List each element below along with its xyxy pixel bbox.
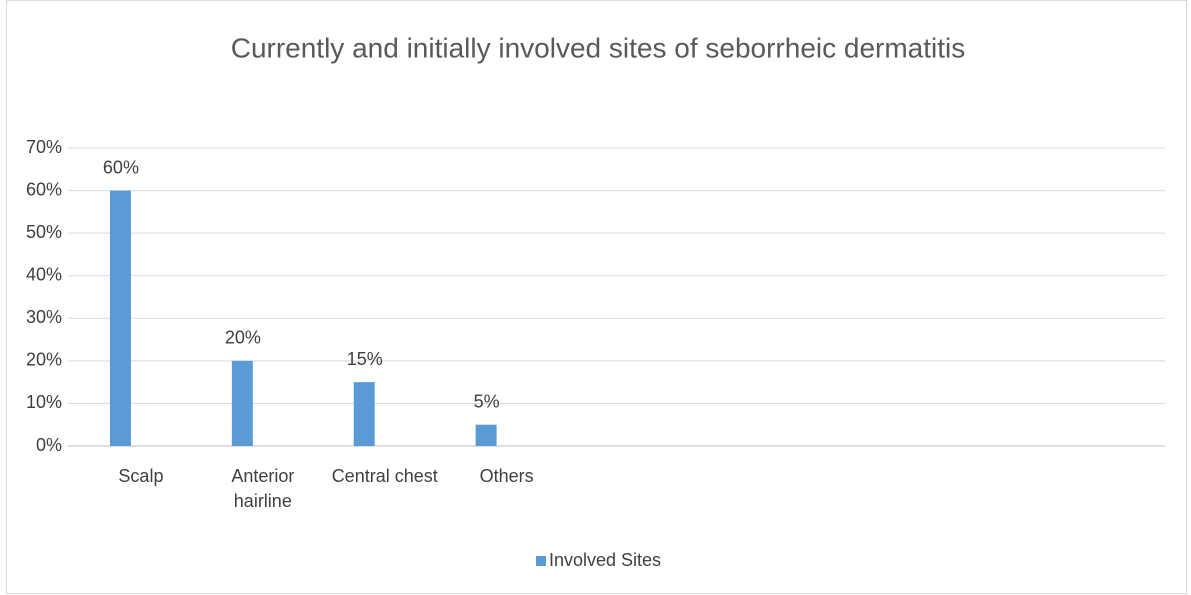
data-label: 15% (347, 349, 383, 369)
y-tick-label: 70% (26, 137, 62, 157)
x-tick-label: Others (479, 466, 534, 486)
y-tick-label: 0% (36, 435, 62, 455)
chart-frame (6, 0, 1187, 594)
bar (353, 382, 375, 446)
legend-swatch (536, 556, 546, 566)
y-tick-label: 50% (26, 222, 62, 242)
bar (109, 190, 131, 446)
y-tick-label: 10% (26, 392, 62, 412)
x-tick-label: Anterior hairline (231, 466, 295, 511)
data-label: 5% (474, 391, 500, 411)
data-label: 20% (225, 328, 261, 348)
chart-title: Currently and initially involved sites o… (231, 32, 966, 63)
y-tick-label: 20% (26, 350, 62, 370)
data-label: 60% (103, 157, 139, 177)
y-tick-label: 30% (26, 307, 62, 327)
y-tick-label: 40% (26, 264, 62, 284)
bar (231, 360, 253, 446)
x-tick-label: Scalp (118, 466, 164, 486)
legend-label: Involved Sites (549, 550, 661, 570)
x-tick-label: Central chest (331, 466, 438, 486)
bar (475, 424, 497, 446)
y-tick-label: 60% (26, 179, 62, 199)
